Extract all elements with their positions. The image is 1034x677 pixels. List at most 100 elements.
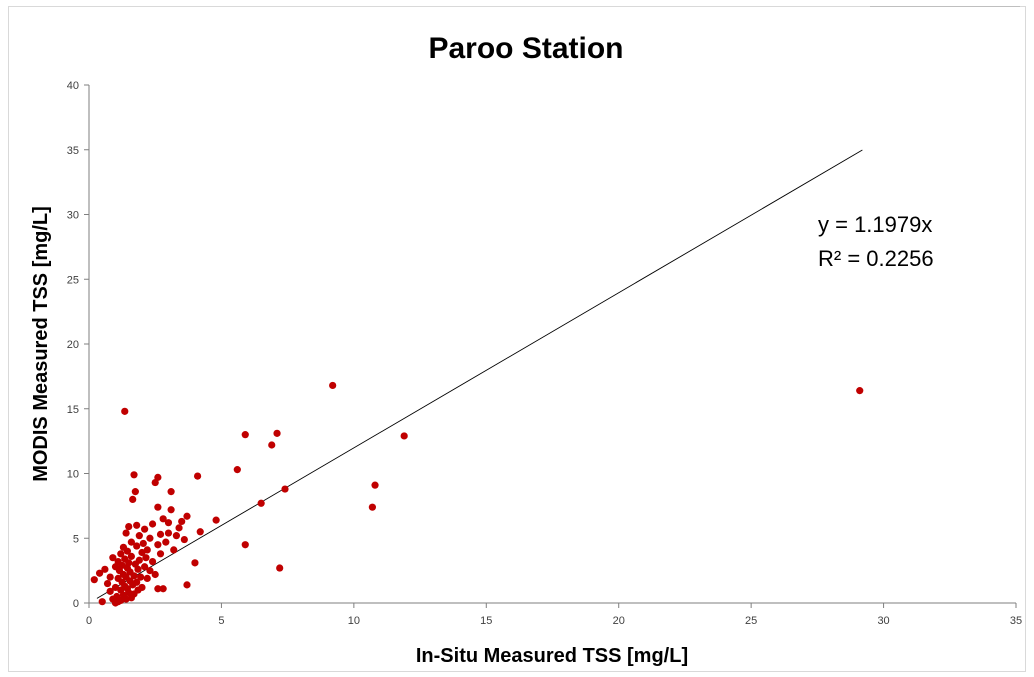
data-point [131, 488, 139, 496]
data-point [151, 570, 159, 579]
data-point [178, 517, 186, 526]
frame-top-accent-line [870, 6, 1020, 7]
data-point [233, 466, 241, 474]
x-axis-label: In-Situ Measured TSS [mg/L] [416, 645, 688, 667]
data-point [141, 525, 149, 533]
data-point [368, 503, 376, 511]
y-tick-label: 15 [67, 404, 79, 416]
data-point [329, 381, 337, 390]
data-point [183, 512, 191, 520]
data-points [90, 381, 864, 607]
x-tick-label: 15 [480, 615, 492, 627]
data-point [183, 581, 191, 589]
data-point [109, 554, 117, 562]
data-point [106, 573, 114, 581]
data-point [167, 488, 175, 496]
x-tick-label: 5 [218, 615, 224, 627]
data-point [159, 515, 167, 523]
data-point [276, 564, 284, 572]
data-point [241, 431, 249, 439]
data-point [135, 532, 143, 540]
data-point [143, 574, 151, 582]
trendline-equation: y = 1.1979x [818, 212, 932, 237]
data-point [154, 541, 162, 549]
data-point [162, 538, 170, 546]
data-point [117, 550, 125, 558]
y-tick-label: 25 [67, 274, 79, 286]
data-point [121, 407, 129, 415]
data-point [180, 535, 188, 544]
x-tick-label: 25 [745, 615, 757, 627]
chart-title: Paroo Station [428, 32, 623, 65]
data-point [400, 432, 408, 440]
data-point [148, 557, 157, 566]
x-tick-label: 35 [1010, 615, 1022, 627]
x-tick-label: 20 [613, 615, 625, 627]
data-point [134, 565, 142, 573]
data-point [281, 485, 289, 493]
data-point [170, 546, 178, 554]
data-point [154, 473, 162, 481]
x-tick-label: 30 [877, 615, 889, 627]
trendline-r-squared: R² = 0.2256 [818, 246, 934, 271]
data-point [273, 429, 281, 437]
data-point [371, 481, 379, 489]
x-tick-label: 10 [348, 615, 360, 627]
data-point [133, 542, 141, 550]
data-point [141, 563, 149, 571]
trendline [96, 149, 863, 599]
data-point [122, 529, 130, 537]
axes [88, 85, 1016, 604]
data-point [148, 520, 157, 528]
data-point [125, 522, 133, 531]
y-tick-label: 20 [67, 339, 79, 351]
data-point [98, 598, 106, 606]
data-point [154, 585, 162, 593]
data-point [196, 528, 204, 536]
data-point [164, 519, 173, 527]
data-point [95, 569, 104, 577]
data-point [191, 559, 199, 567]
chart-frame [8, 6, 1026, 672]
data-point [156, 530, 165, 538]
data-point [156, 550, 165, 558]
data-point [135, 556, 143, 564]
y-tick-label: 10 [67, 469, 79, 481]
data-point [193, 472, 202, 480]
data-point [106, 587, 114, 595]
data-point [172, 532, 181, 540]
data-point [146, 567, 154, 575]
data-point [101, 565, 109, 573]
y-tick-label: 5 [73, 533, 79, 545]
data-point [127, 552, 135, 560]
data-point [127, 538, 135, 546]
data-point [90, 576, 98, 584]
data-point [212, 516, 220, 524]
data-point [130, 471, 138, 479]
y-tick-label: 30 [67, 210, 79, 222]
y-axis-label: MODIS Measured TSS [mg/L] [30, 206, 52, 482]
data-point [142, 554, 150, 562]
x-tick-label: 0 [86, 615, 92, 627]
data-point [129, 495, 137, 503]
data-point [103, 579, 112, 588]
data-point [257, 499, 265, 507]
data-point [138, 583, 146, 592]
data-point [159, 585, 167, 593]
data-point [137, 573, 145, 581]
y-tick-label: 0 [73, 598, 79, 610]
data-point [133, 578, 141, 586]
data-point [268, 441, 276, 449]
data-point [123, 547, 132, 555]
data-point [125, 559, 133, 567]
x-axis-ticks: 0 5 10 15 20 25 30 35 [86, 603, 1022, 627]
data-point [139, 539, 147, 548]
data-point [130, 572, 138, 580]
data-point [146, 534, 154, 542]
data-point [154, 503, 162, 511]
data-point [167, 506, 175, 514]
y-tick-label: 40 [67, 80, 79, 92]
data-point [241, 541, 249, 549]
data-point [175, 524, 183, 532]
